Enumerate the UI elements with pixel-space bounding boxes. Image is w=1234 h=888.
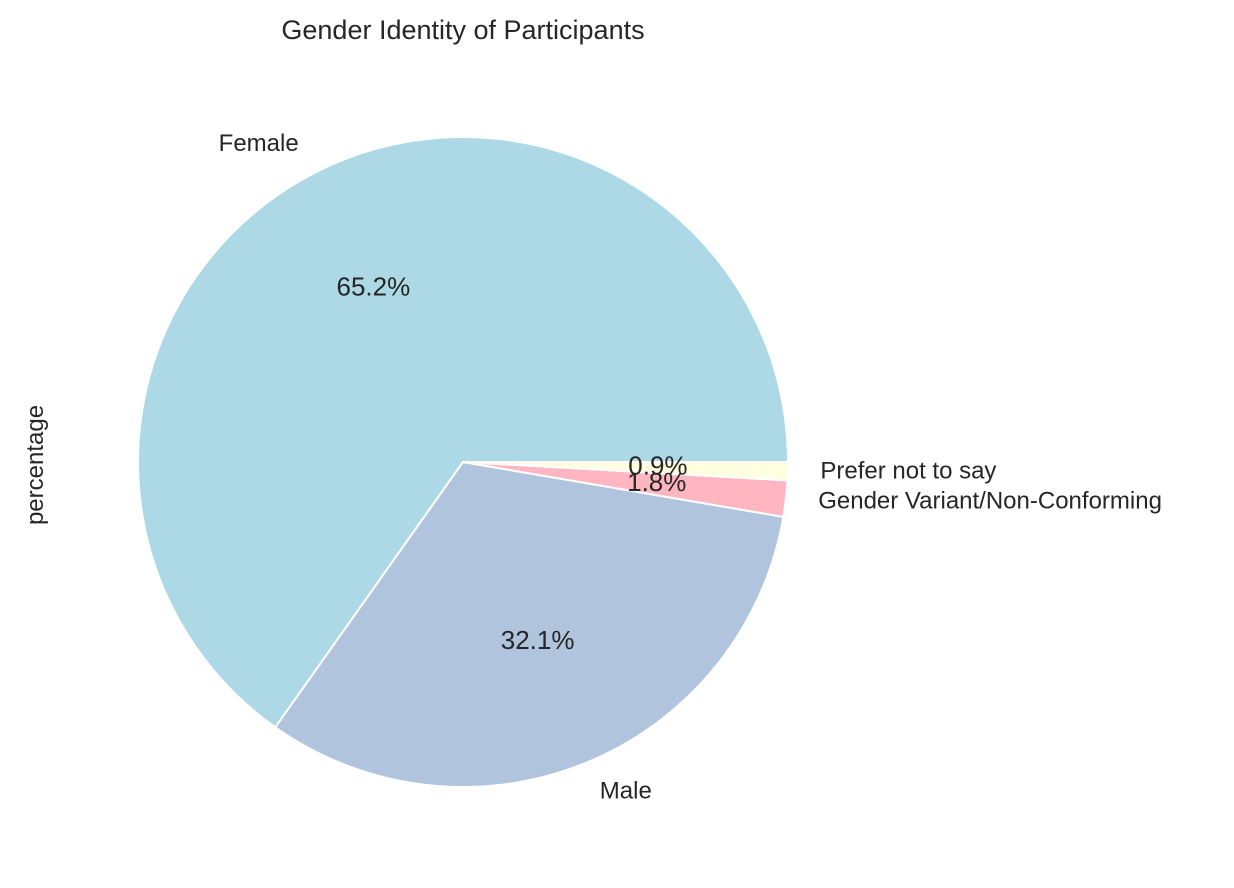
slice-label-female: Female — [219, 130, 299, 157]
pie-slice-female — [137, 136, 789, 729]
pie-slice-prefer-not-to-say — [462, 461, 790, 482]
value-label-gender-variant-non-conforming: 1.8% — [627, 467, 686, 497]
slice-label-prefer-not-to-say: Prefer not to say — [820, 457, 996, 484]
value-label-male: 32.1% — [501, 625, 575, 655]
value-label-prefer-not-to-say: 0.9% — [628, 450, 687, 480]
pie-labels: Female 65.2% Male 32.1% Gender Variant/Non-C… — [219, 130, 1162, 805]
pie-slices — [137, 136, 790, 788]
chart-title: Gender Identity of Participants — [281, 15, 644, 45]
slice-label-gender-variant-non-conforming: Gender Variant/Non-Conforming — [818, 488, 1162, 515]
pie-slice-male — [274, 461, 785, 788]
slice-label-male: Male — [600, 778, 652, 805]
y-axis-label: percentage — [22, 405, 49, 525]
value-label-female: 65.2% — [337, 272, 411, 302]
